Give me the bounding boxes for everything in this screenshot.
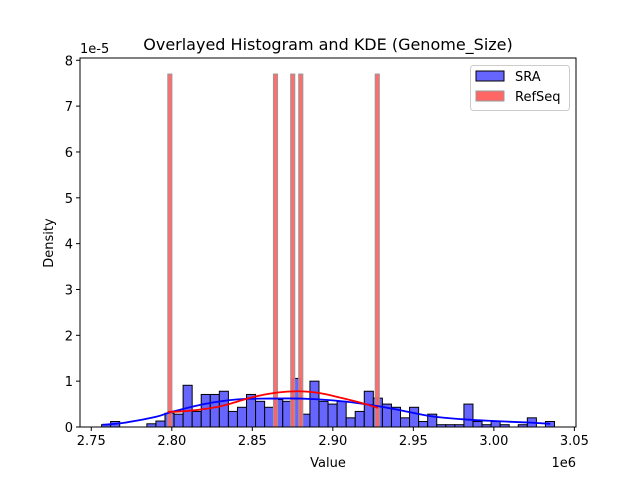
y-tick-label: 7 <box>65 100 73 115</box>
x-tick-label: 2.80 <box>157 434 186 449</box>
sra-bar <box>463 403 474 428</box>
x-tick-label: 2.75 <box>77 434 106 449</box>
x-tick-label: 2.95 <box>399 434 428 449</box>
refseq-bars <box>167 73 380 428</box>
sra-bar <box>218 390 229 428</box>
y-tick-label: 1 <box>65 375 73 390</box>
y-tick-label: 4 <box>65 238 73 253</box>
sra-bar <box>354 410 365 428</box>
refseq-bar <box>167 73 173 428</box>
y-tick-label: 0 <box>65 421 73 436</box>
refseq-bar <box>298 73 304 428</box>
refseq-bar <box>272 73 279 428</box>
sra-bar <box>336 400 347 428</box>
refseq-bar <box>374 73 380 428</box>
refseq-bar <box>290 73 296 428</box>
legend-swatch-refseq <box>475 90 505 102</box>
y-axis-label: Density <box>42 218 57 268</box>
x-tick-label: 2.85 <box>238 434 267 449</box>
sra-bar <box>236 406 248 428</box>
y-tick-label: 3 <box>65 283 73 298</box>
x-tick-label: 2.90 <box>318 434 347 449</box>
sra-bar <box>200 393 211 428</box>
legend-label-refseq: RefSeq <box>515 90 561 105</box>
sra-bar <box>227 410 238 428</box>
y-tick-label: 8 <box>65 54 73 69</box>
sra-bar <box>490 420 501 428</box>
axis-ticks: 2.75 2.80 2.85 2.90 2.95 3.00 3.05 0 1 2 3 4 5 6 7 8 <box>65 54 589 449</box>
sra-bar <box>363 390 374 428</box>
y-tick-label: 5 <box>65 192 73 207</box>
x-axis-label: Value <box>310 456 346 471</box>
legend-label-sra: SRA <box>515 70 541 85</box>
sra-bar <box>409 406 420 428</box>
legend: SRA RefSeq <box>470 65 570 111</box>
sra-bar <box>418 420 429 428</box>
axes-frame <box>79 57 577 428</box>
sra-bar <box>400 417 411 428</box>
sra-kde-line <box>102 397 551 426</box>
sra-bar <box>318 400 329 428</box>
y-tick-label: 6 <box>65 146 73 161</box>
x-offset-label: 1e6 <box>551 456 576 471</box>
sra-bar <box>155 420 166 428</box>
y-offset-label: 1e-5 <box>80 42 109 57</box>
sra-bar <box>255 400 266 428</box>
x-tick-label: 3.05 <box>560 434 589 449</box>
sra-bar <box>173 413 184 428</box>
y-tick-label: 2 <box>65 329 73 344</box>
sra-bar <box>472 420 483 428</box>
sra-bar <box>191 410 202 428</box>
sra-bar <box>264 406 275 428</box>
x-tick-label: 3.00 <box>479 434 508 449</box>
legend-swatch-sra <box>475 70 505 82</box>
sra-bar <box>327 403 338 428</box>
chart-title: Overlayed Histogram and KDE (Genome_Size… <box>143 35 513 55</box>
sra-bar <box>345 417 356 428</box>
refseq-kde-line <box>167 390 379 413</box>
sra-bar <box>309 380 320 428</box>
sra-bar <box>209 393 220 428</box>
kde-curves <box>102 390 551 426</box>
